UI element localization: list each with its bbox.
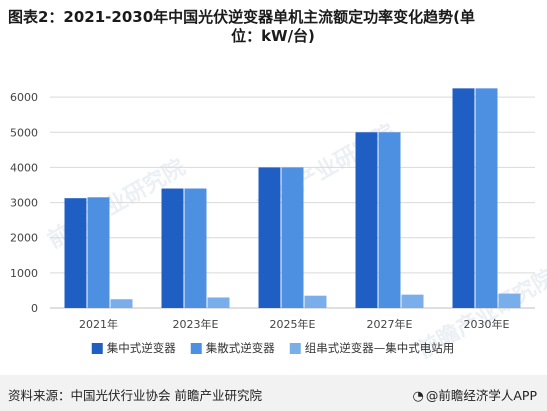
y-tick-label: 5000 — [10, 126, 38, 139]
bars-layer — [64, 88, 521, 308]
bar — [355, 132, 378, 308]
legend-swatch — [91, 343, 103, 354]
legend-label: 集散式逆变器 — [206, 341, 275, 355]
y-tick-label: 6000 — [10, 91, 38, 104]
bar — [87, 197, 110, 308]
brand-credit: ◔ @前瞻经济学人APP — [413, 385, 537, 404]
bar — [401, 294, 424, 308]
x-tick-label: 2027年E — [367, 317, 413, 331]
x-tick-label: 2025年E — [270, 317, 316, 331]
legend: 集中式逆变器 集散式逆变器 组串式逆变器—集中式电站用 — [91, 341, 455, 355]
bar — [161, 188, 184, 308]
x-tick-label: 2021年 — [79, 317, 118, 331]
x-tick-label: 2023年E — [173, 317, 219, 331]
bar — [184, 188, 207, 308]
y-tick-label: 3000 — [10, 197, 38, 210]
footer-bar — [0, 375, 547, 411]
bar — [64, 198, 87, 308]
source-note: 资料来源：中国光伏行业协会 前瞻产业研究院 — [8, 388, 262, 403]
chart-title-line1: 图表2：2021-2030年中国光伏逆变器单机主流额定功率变化趋势(单 — [8, 8, 476, 26]
bar — [207, 297, 230, 308]
bar — [258, 167, 281, 308]
legend-label: 集中式逆变器 — [107, 341, 176, 355]
y-tick-label: 1000 — [10, 267, 38, 280]
legend-swatch — [289, 343, 301, 354]
bar — [498, 293, 521, 308]
chart-title-line2: 位：kW/台) — [231, 27, 315, 45]
bar — [110, 299, 133, 308]
bar — [304, 295, 327, 308]
y-tick-label: 2000 — [10, 232, 38, 245]
y-tick-label: 4000 — [10, 161, 38, 174]
weibo-icon: ◔ — [412, 389, 424, 404]
brand-text: @前瞻经济学人APP — [425, 388, 537, 403]
bar — [475, 88, 498, 308]
legend-swatch — [190, 343, 202, 354]
legend-label: 组串式逆变器—集中式电站用 — [305, 341, 455, 355]
chart-title: 图表2：2021-2030年中国光伏逆变器单机主流额定功率变化趋势(单 位：kW… — [8, 8, 538, 46]
bar — [378, 132, 401, 308]
bar — [281, 167, 304, 308]
axes-layer: 0 1000 2000 3000 4000 5000 6000 2021年 2023年E 2025… — [10, 91, 510, 331]
x-tick-label: 2030年E — [464, 317, 510, 331]
bar — [452, 88, 475, 308]
y-tick-label: 0 — [31, 302, 38, 315]
